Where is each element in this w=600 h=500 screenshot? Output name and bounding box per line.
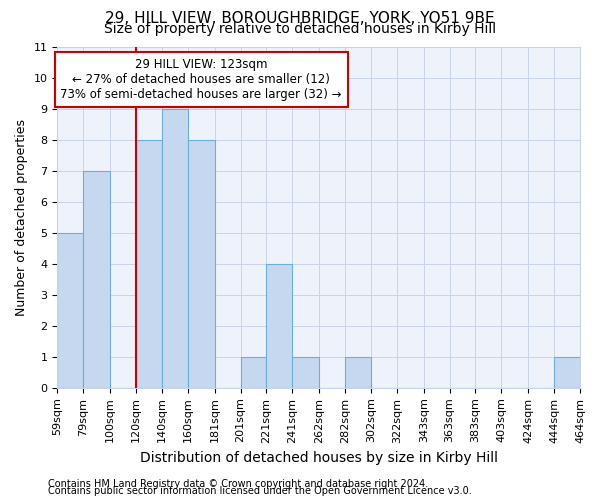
Bar [345,357,371,388]
Text: Size of property relative to detached houses in Kirby Hill: Size of property relative to detached ho… [104,22,496,36]
Text: Contains public sector information licensed under the Open Government Licence v3: Contains public sector information licen… [48,486,472,496]
Text: 29, HILL VIEW, BOROUGHBRIDGE, YORK, YO51 9BE: 29, HILL VIEW, BOROUGHBRIDGE, YORK, YO51… [105,11,495,26]
Text: Contains HM Land Registry data © Crown copyright and database right 2024.: Contains HM Land Registry data © Crown c… [48,479,428,489]
Text: 29 HILL VIEW: 123sqm
← 27% of detached houses are smaller (12)
73% of semi-detac: 29 HILL VIEW: 123sqm ← 27% of detached h… [61,58,342,102]
X-axis label: Distribution of detached houses by size in Kirby Hill: Distribution of detached houses by size … [140,451,497,465]
Bar [136,140,162,388]
Bar [554,357,580,388]
Bar [57,232,83,388]
Y-axis label: Number of detached properties: Number of detached properties [15,118,28,316]
Bar [162,108,188,388]
Bar [241,357,266,388]
Bar [266,264,292,388]
Bar [188,140,215,388]
Bar [292,357,319,388]
Bar [83,170,110,388]
